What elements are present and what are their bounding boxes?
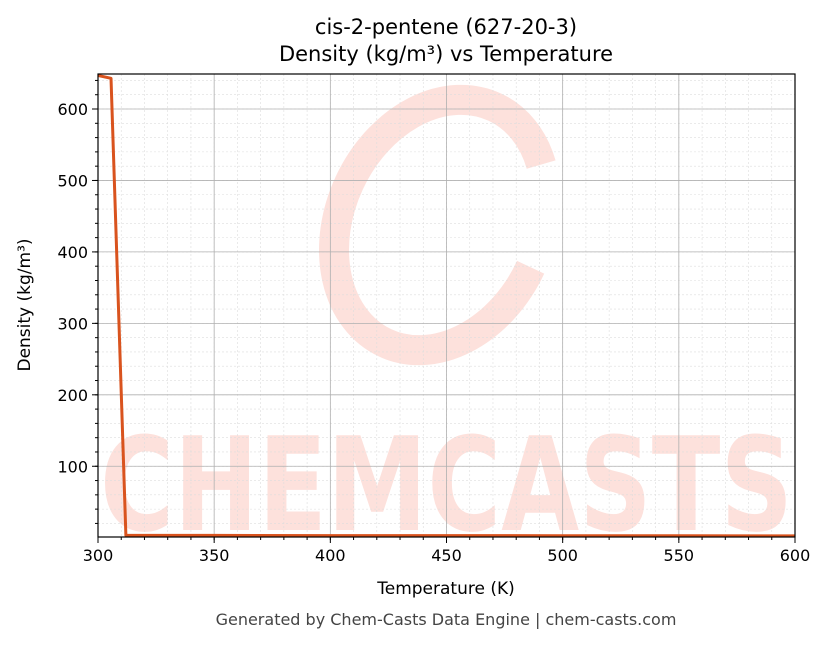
footer: Generated by Chem-Casts Data Engine | ch…: [216, 610, 677, 629]
y-tick-label: 200: [57, 386, 88, 405]
y-tick-label: 100: [57, 457, 88, 476]
x-tick-label: 450: [431, 546, 462, 565]
y-tick-label: 600: [57, 100, 88, 119]
y-axis-label: Density (kg/m³): [15, 238, 35, 371]
x-axis-label: Temperature (K): [376, 579, 515, 599]
x-tick-label: 600: [780, 546, 811, 565]
plot-frame: [97, 73, 796, 538]
y-tick-label: 500: [57, 171, 88, 190]
x-tick-label: 550: [664, 546, 695, 565]
x-tick-label: 300: [83, 546, 114, 565]
y-tick-label: 300: [57, 314, 88, 333]
watermark-logo: [319, 84, 561, 366]
data-line: [98, 74, 795, 537]
x-tick-label: 400: [315, 546, 346, 565]
x-tick-label: 500: [547, 546, 578, 565]
chart-subtitle: Density (kg/m³) vs Temperature: [279, 42, 613, 66]
x-tick-label: 350: [199, 546, 230, 565]
y-tick-label: 400: [57, 243, 88, 262]
chart-title: cis-2-pentene (627-20-3): [315, 15, 577, 39]
